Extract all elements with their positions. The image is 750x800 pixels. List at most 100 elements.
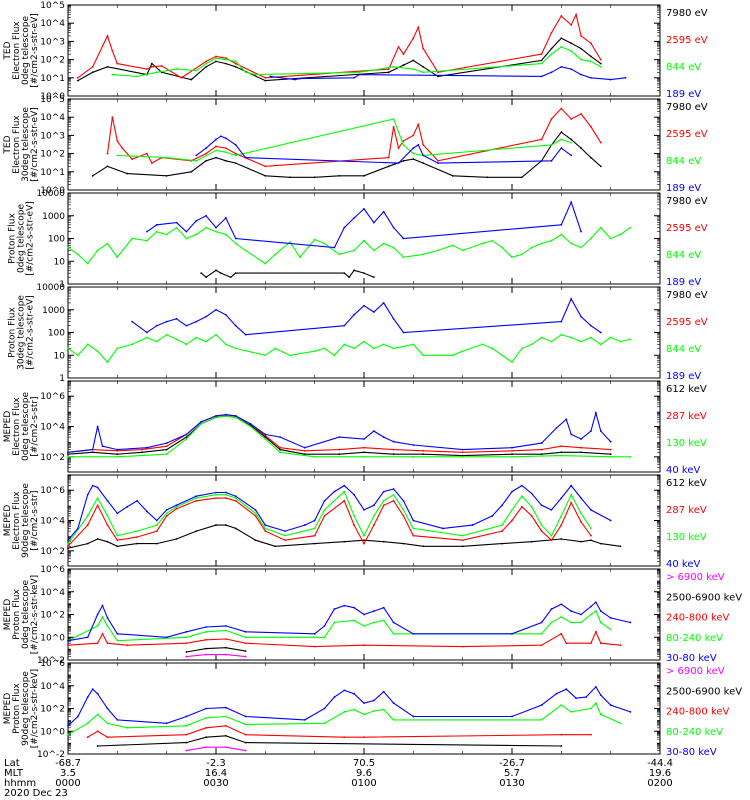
data-point [382,210,385,213]
data-point [599,58,602,61]
data-point [141,451,143,454]
data-point [205,716,208,719]
data-point [412,158,415,160]
data-point [422,253,425,256]
data-point [619,340,622,343]
data-point [402,515,405,517]
data-point [481,343,484,346]
data-point [146,446,148,449]
data-point [264,527,267,530]
data-point [323,347,326,350]
data-point [372,249,375,252]
data-point [67,639,69,642]
data-point [570,711,573,713]
y-axis-label: MEPED Electron Flux 90deg telescope [#/cm2-… [3,483,40,558]
data-point [550,539,553,542]
data-point [594,601,597,604]
data-point [106,707,109,710]
series-line [186,654,246,658]
data-point [609,519,612,522]
series-line [67,226,631,265]
data-point [86,515,89,517]
data-point [141,448,143,451]
data-point [224,653,227,656]
data-point [372,710,375,712]
data-point [619,644,622,647]
y-tick-label: 10^4 [40,517,65,527]
data-point [294,78,296,81]
data-point [185,433,188,436]
data-point [323,499,326,502]
data-point [264,354,267,357]
data-point [234,152,237,155]
data-point [67,545,69,548]
y-tick-label: 10 [54,257,66,267]
y-axis-label: Proton Flux 30deg telescope [#/cm2-s-str-e… [8,295,36,370]
x-tick-label-hhmm: 0200 [647,778,672,789]
data-point [580,113,582,115]
series-line [117,118,572,162]
data-point [165,333,168,336]
data-point [185,724,188,727]
plot-frame [67,662,661,755]
y-axis-label-line: 0deg telescope [21,580,31,650]
data-point [195,159,198,162]
data-point [175,505,178,508]
data-point [550,239,553,242]
data-point [244,156,247,159]
legend-entry: 7980 eV [666,196,708,207]
data-point [313,542,316,545]
data-point [382,708,385,711]
data-point [363,534,365,537]
data-point [96,249,99,252]
data-point [215,145,217,148]
data-point [540,75,543,78]
data-point [205,746,208,749]
data-point [550,53,553,56]
data-point [501,354,504,357]
data-point [437,71,439,74]
data-point [550,608,553,610]
data-point [363,539,365,542]
data-point [244,71,247,74]
y-tick-label: 10^-2 [37,656,65,666]
data-point [570,154,573,157]
legend-entry: 844 eV [666,156,701,167]
data-point [274,545,277,548]
data-point [96,642,99,645]
data-point [313,455,316,458]
data-point [540,704,543,706]
data-point [451,174,454,177]
data-point [76,527,79,530]
data-point [609,237,612,240]
series-line [146,200,582,249]
data-point [392,226,395,229]
y-tick-label: 10^6 [40,565,65,575]
y-tick-label: 10^2 [40,150,65,160]
data-point [580,147,582,150]
x-tick-label-hhmm: 0000 [55,778,80,789]
data-point [111,73,114,76]
data-point [205,726,208,729]
data-point [387,68,390,71]
data-point [86,696,89,699]
data-point [224,638,227,640]
data-point [215,60,217,63]
y-axis-label-line: Proton Flux [12,683,22,734]
data-point [146,230,148,233]
data-point [560,745,563,747]
data-point [590,42,592,45]
data-point [422,354,425,357]
data-point [175,68,178,71]
data-point [590,60,592,63]
data-point [274,347,277,350]
data-point [126,505,129,508]
data-point [195,530,198,533]
data-point [511,632,513,635]
data-point [599,226,602,229]
data-point [165,442,168,445]
data-point [220,272,222,275]
series-line [195,135,572,164]
